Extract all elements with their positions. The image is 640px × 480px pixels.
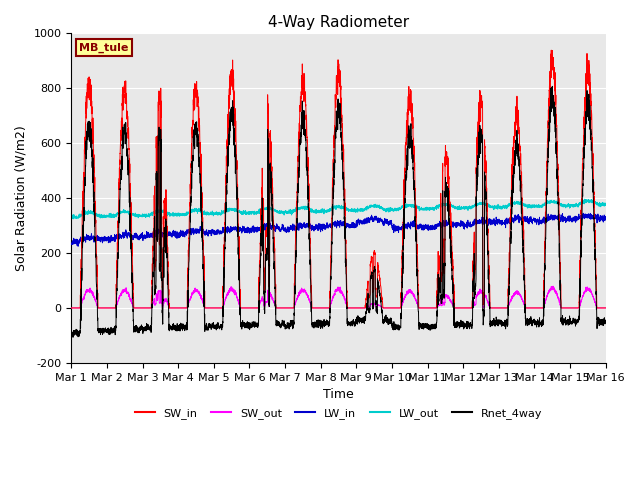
Legend: SW_in, SW_out, LW_in, LW_out, Rnet_4way: SW_in, SW_out, LW_in, LW_out, Rnet_4way xyxy=(131,404,547,423)
X-axis label: Time: Time xyxy=(323,388,354,401)
Title: 4-Way Radiometer: 4-Way Radiometer xyxy=(268,15,409,30)
Text: MB_tule: MB_tule xyxy=(79,42,129,53)
Y-axis label: Solar Radiation (W/m2): Solar Radiation (W/m2) xyxy=(15,125,28,271)
